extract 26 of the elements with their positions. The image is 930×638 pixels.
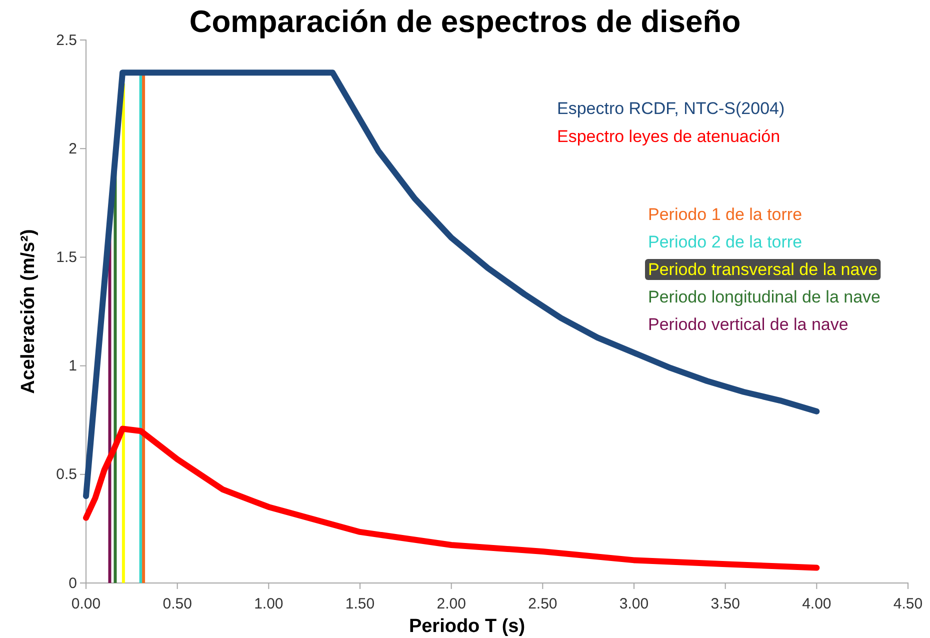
- y-tick-label: 0.5: [56, 466, 77, 484]
- y-axis-title: Aceleración (m/s²): [18, 229, 39, 394]
- x-tick-label: 2.50: [528, 596, 558, 612]
- x-tick-label: 3.00: [619, 596, 649, 612]
- text: Periodo 2 de la torre: [648, 232, 802, 252]
- x-tick-label: 1.50: [345, 596, 375, 612]
- x-tick-label: 4.50: [893, 596, 923, 612]
- y-tick-label: 1: [68, 358, 77, 375]
- text: Espectro leyes de atenuación: [557, 127, 780, 146]
- y-tick-label: 2: [68, 140, 77, 158]
- y-tick-label: 1.5: [56, 249, 77, 266]
- text: Periodo vertical de la nave: [648, 315, 848, 334]
- y-tick-label: 0: [68, 574, 77, 592]
- x-tick-label: 3.50: [710, 596, 740, 612]
- x-tick-label: 4.00: [802, 596, 832, 612]
- text: Periodo transversal de la nave: [648, 260, 878, 279]
- x-axis-title: Periodo T (s): [408, 616, 526, 637]
- text: Espectro RCDF, NTC-S(2004): [557, 99, 785, 118]
- text: Periodo 1 de la torre: [648, 205, 802, 224]
- x-tick-label: 0.00: [71, 596, 101, 612]
- text: Periodo longitudinal de la nave: [648, 288, 881, 306]
- x-tick-label: 1.00: [254, 596, 284, 612]
- chart-title: Comparación de espectros de diseño: [189, 4, 741, 39]
- x-tick-label: 0.50: [162, 596, 192, 612]
- x-tick-label: 2.00: [436, 596, 466, 612]
- y-tick-label: 2.5: [56, 32, 77, 49]
